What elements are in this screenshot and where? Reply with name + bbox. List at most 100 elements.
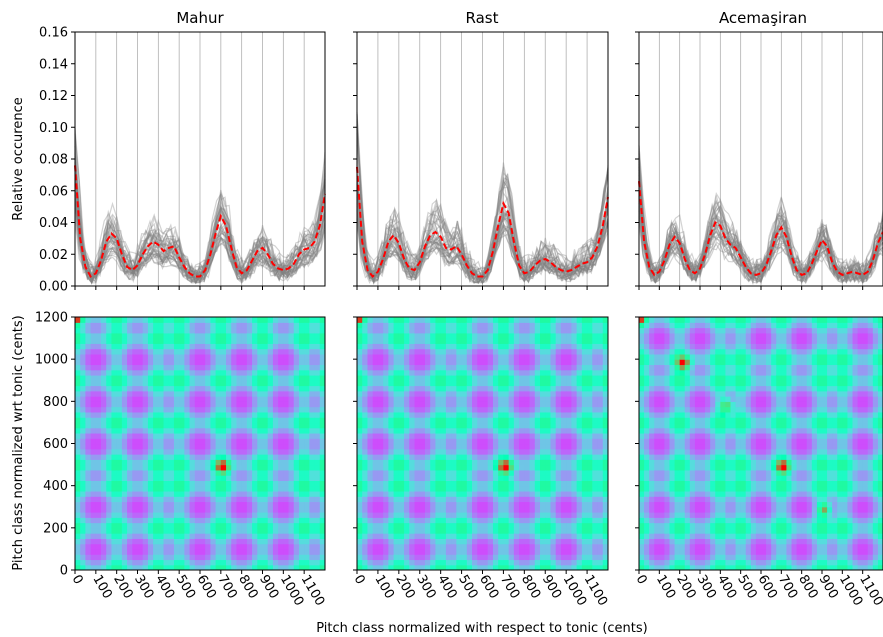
heatmap-cell xyxy=(597,517,604,524)
heatmap-cell xyxy=(383,522,389,529)
heatmap-cell xyxy=(173,448,180,455)
heatmap-cell xyxy=(215,338,222,344)
heatmap-cell xyxy=(121,533,128,539)
heatmap-cell xyxy=(85,501,92,508)
heatmap-cell xyxy=(314,517,321,524)
heatmap-cell xyxy=(252,374,258,381)
heatmap-cell xyxy=(319,512,325,518)
heatmap-cell xyxy=(80,454,87,460)
heatmap-cell xyxy=(309,475,316,481)
heatmap-cell xyxy=(424,417,431,424)
heatmap-cell xyxy=(524,374,531,381)
individual-curve xyxy=(356,197,609,284)
heatmap-cell xyxy=(466,338,473,344)
heatmap-cell xyxy=(388,322,395,329)
heatmap-cell xyxy=(241,522,248,529)
heatmap-cell xyxy=(587,543,593,550)
individual-curve xyxy=(74,195,326,283)
heatmap-cell xyxy=(560,469,567,476)
heatmap-cell xyxy=(639,475,645,481)
heatmap-cell xyxy=(163,390,170,397)
heatmap-cell xyxy=(430,406,437,413)
heatmap-cell xyxy=(236,432,243,439)
heatmap-cell xyxy=(566,512,572,518)
heatmap-cell xyxy=(90,533,97,539)
heatmap-cell xyxy=(184,490,191,497)
heatmap-cell xyxy=(95,490,102,497)
heatmap-cell xyxy=(466,464,473,471)
heatmap-cell xyxy=(383,490,389,497)
heatmap-cell xyxy=(451,359,457,366)
heatmap-cell xyxy=(529,385,536,392)
heatmap-cell xyxy=(644,564,650,570)
heatmap-cell xyxy=(451,554,457,561)
heatmap-cell xyxy=(602,533,608,539)
heatmap-cell xyxy=(482,554,489,561)
heatmap-cell xyxy=(440,485,447,492)
heatmap-cell xyxy=(472,390,478,397)
heatmap-cell xyxy=(545,317,552,323)
heatmap-cell xyxy=(472,548,478,555)
heatmap-cell xyxy=(163,432,170,439)
heatmap-cell xyxy=(236,422,243,429)
heatmap-cell xyxy=(445,496,452,503)
heatmap-cell xyxy=(639,359,645,366)
heatmap-cell xyxy=(398,543,405,550)
heatmap-cell xyxy=(566,475,572,481)
heatmap-cell xyxy=(440,327,447,334)
heatmap-cell xyxy=(498,401,505,408)
heatmap-cell xyxy=(534,527,541,534)
heatmap-cell xyxy=(492,364,499,371)
heatmap-cell xyxy=(529,369,536,376)
heatmap-cell xyxy=(298,380,305,387)
heatmap-cell xyxy=(571,543,578,550)
heatmap-cell xyxy=(293,359,300,366)
heatmap-cell xyxy=(451,522,457,529)
heatmap-cell xyxy=(163,396,170,402)
heatmap-cell xyxy=(252,343,258,350)
heatmap-cell xyxy=(367,527,374,534)
heatmap-cell xyxy=(466,548,473,555)
heatmap-cell xyxy=(555,417,562,424)
heatmap-cell xyxy=(555,501,562,508)
heatmap-cell xyxy=(179,538,185,545)
heatmap-cell xyxy=(581,369,588,376)
heatmap-cell xyxy=(393,422,400,429)
individual-curve xyxy=(638,198,883,284)
heatmap-cell xyxy=(362,432,369,439)
heatmap-cell xyxy=(571,385,578,392)
heatmap-cell xyxy=(581,469,588,476)
heatmap-cell xyxy=(137,401,144,408)
heatmap-cell xyxy=(220,438,227,445)
heatmap-cell xyxy=(414,411,421,418)
heatmap-cell xyxy=(200,512,206,518)
heatmap-cell xyxy=(304,496,310,503)
heatmap-cell xyxy=(487,475,494,481)
heatmap-cell xyxy=(236,380,243,387)
heatmap-cell xyxy=(226,332,232,339)
heatmap-cell xyxy=(393,317,400,323)
heatmap-cell xyxy=(461,438,468,445)
heatmap-cell xyxy=(231,496,238,503)
heatmap-cell xyxy=(283,522,290,529)
heatmap-cell xyxy=(492,369,499,376)
heatmap-cell xyxy=(524,501,531,508)
heatmap-cell xyxy=(367,338,374,344)
heatmap-cell xyxy=(487,485,494,492)
heatmap-cell xyxy=(377,369,384,376)
heatmap-cell xyxy=(409,475,416,481)
heatmap-cell xyxy=(168,469,175,476)
heatmap-cell xyxy=(75,369,81,376)
heatmap-cell xyxy=(226,464,232,471)
heatmap-cell xyxy=(540,401,546,408)
heatmap-cell xyxy=(545,385,552,392)
heatmap-cell xyxy=(116,533,123,539)
heatmap-cell xyxy=(581,411,588,418)
heatmap-cell xyxy=(581,533,588,539)
heatmap-cell xyxy=(304,522,310,529)
heatmap-cell xyxy=(142,359,149,366)
heatmap-cell xyxy=(524,327,531,334)
heatmap-cell xyxy=(246,548,253,555)
heatmap-cell xyxy=(121,501,128,508)
heatmap-cell xyxy=(513,496,520,503)
